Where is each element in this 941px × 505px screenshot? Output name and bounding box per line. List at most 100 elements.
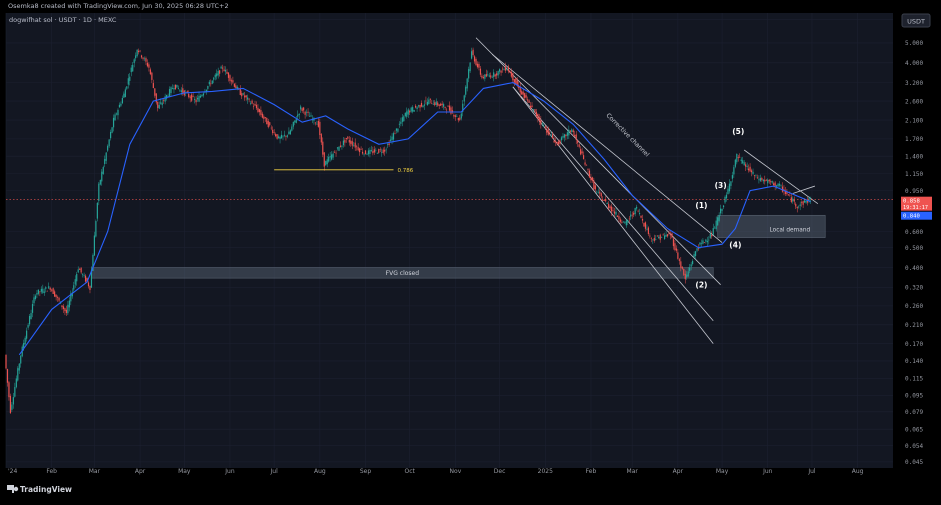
candle-body	[591, 177, 594, 181]
candle-body	[537, 113, 539, 119]
candle-body	[496, 73, 498, 76]
y-tick-label: 0.600	[905, 229, 923, 236]
candle-body	[52, 288, 54, 294]
candle-body	[498, 69, 501, 72]
candle-body	[612, 210, 614, 211]
candle-body	[301, 108, 303, 111]
last-price-value: 0.858	[903, 199, 920, 205]
candle-body	[36, 293, 38, 295]
candle-body	[689, 267, 691, 271]
candle-body	[282, 135, 284, 137]
candle-body	[255, 104, 258, 109]
candle-body	[743, 162, 745, 166]
candle-body	[241, 93, 243, 97]
candle-body	[630, 214, 632, 217]
candle-body	[171, 88, 174, 89]
candle-body	[653, 237, 655, 241]
candle-body	[476, 63, 479, 68]
candle-body	[777, 183, 779, 187]
candle-body	[687, 271, 689, 277]
candle-body	[74, 279, 76, 285]
candle-body	[773, 183, 775, 186]
candle-body	[575, 134, 577, 140]
candle-body	[444, 106, 446, 108]
candle-body	[471, 51, 473, 59]
candle-body	[506, 68, 508, 71]
candle-body	[697, 248, 700, 250]
candle-body	[547, 128, 549, 135]
candle-body	[11, 404, 13, 410]
currency-badge-label: USDT	[907, 18, 925, 26]
candle-body	[501, 68, 504, 70]
candle-body	[510, 71, 512, 77]
candle-body	[138, 50, 140, 53]
candle-body	[173, 88, 175, 90]
candle-body	[664, 235, 666, 239]
candle-body	[129, 76, 131, 81]
candle-body	[581, 151, 583, 154]
candle-body	[694, 251, 697, 256]
candle-body	[624, 221, 626, 223]
candle-body	[331, 154, 333, 160]
candle-body	[86, 277, 88, 283]
candle-body	[242, 93, 244, 95]
x-tick-label: Aug	[852, 468, 864, 475]
ma-price-value: 0.840	[903, 214, 920, 220]
candle-body	[780, 185, 782, 186]
candle-body	[447, 105, 449, 107]
candle-body	[79, 269, 81, 270]
candle-body	[127, 78, 129, 85]
candle-body	[526, 99, 529, 101]
candle-body	[512, 72, 514, 81]
x-tick-label: '24	[8, 468, 17, 475]
candle-body	[370, 150, 373, 152]
candle-body	[384, 149, 386, 152]
candle-body	[270, 127, 272, 129]
candle-body	[758, 179, 760, 181]
candle-body	[379, 149, 381, 151]
x-tick-label: May	[716, 468, 729, 475]
candle-body	[759, 178, 761, 181]
candle-body	[415, 105, 417, 108]
candle-body	[48, 286, 50, 289]
candle-body	[17, 368, 19, 381]
candle-body	[348, 139, 350, 143]
candle-body	[338, 146, 340, 151]
candle-body	[120, 103, 122, 106]
y-tick-label: 2.100	[905, 117, 923, 124]
candle-body	[675, 248, 678, 251]
candle-body	[39, 291, 41, 293]
ma-line	[18, 82, 811, 356]
candle-body	[748, 168, 750, 171]
candle-body	[479, 68, 482, 75]
y-tick-label: 5.000	[905, 40, 923, 47]
candle-body	[686, 274, 688, 278]
candle-body	[369, 149, 371, 154]
candle-body	[606, 203, 608, 205]
candle-body	[211, 80, 213, 84]
candle-body	[720, 208, 722, 214]
candle-body	[161, 102, 163, 106]
candle-body	[560, 137, 563, 141]
candle-body	[661, 237, 663, 238]
candle-body	[422, 105, 424, 108]
currency-badge[interactable]	[901, 13, 931, 28]
candle-body	[525, 95, 527, 98]
candle-body	[568, 129, 570, 136]
candle-body	[559, 140, 561, 144]
candle-body	[733, 167, 735, 175]
candle-body	[199, 95, 202, 98]
candle-body	[130, 67, 132, 73]
candle-body	[205, 89, 207, 93]
candle-body	[87, 282, 90, 287]
wave-label: (3)	[715, 181, 727, 190]
candle-body	[288, 131, 290, 135]
candle-body	[524, 93, 526, 98]
x-tick-label: Apr	[135, 468, 146, 475]
candle-body	[163, 100, 165, 101]
tradingview-logo-icon	[7, 485, 19, 493]
candle-body	[709, 233, 711, 239]
candle-body	[587, 169, 589, 170]
candle-body	[64, 308, 66, 312]
